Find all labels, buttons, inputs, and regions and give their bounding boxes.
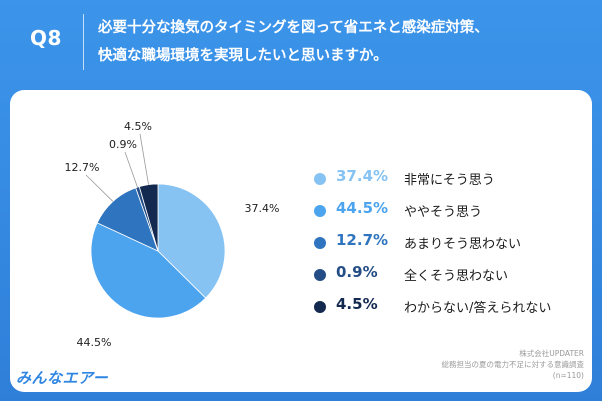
leader-line	[124, 151, 138, 188]
legend-dot-icon	[314, 173, 326, 185]
legend: 37.4% 非常にそう思う 44.5% ややそう思う 12.7% あまりそう思わ…	[314, 166, 594, 326]
legend-label: ややそう思う	[404, 205, 483, 220]
source-note: 株式会社UPDATER 総務担当の夏の電力不足に対する意識調査 (n=110)	[442, 348, 585, 381]
source-company: 株式会社UPDATER	[519, 349, 584, 358]
legend-item: 4.5% わからない/答えられない	[314, 294, 594, 326]
legend-dot-icon	[314, 301, 326, 313]
data-label: 37.4%	[245, 202, 280, 215]
legend-dot-icon	[314, 269, 326, 281]
legend-item: 37.4% 非常にそう思う	[314, 166, 594, 198]
legend-percent: 0.9%	[336, 263, 378, 281]
legend-label: 全くそう思わない	[404, 269, 509, 284]
legend-item: 12.7% あまりそう思わない	[314, 230, 594, 262]
header-divider	[83, 14, 84, 70]
question-title: 必要十分な換気のタイミングを図って省エネと感染症対策、 快適な職場環境を実現した…	[98, 14, 593, 70]
legend-percent: 4.5%	[336, 295, 378, 313]
legend-dot-icon	[314, 237, 326, 249]
pie-slice	[157, 183, 226, 299]
leader-line	[85, 174, 114, 202]
leader-line	[139, 133, 149, 185]
legend-item: 0.9% 全くそう思わない	[314, 262, 594, 294]
question-number: Q8	[30, 26, 62, 50]
legend-item: 44.5% ややそう思う	[314, 198, 594, 230]
legend-percent: 12.7%	[336, 231, 389, 249]
data-label: 44.5%	[77, 336, 112, 349]
legend-label: 非常にそう思う	[404, 173, 495, 188]
legend-percent: 44.5%	[336, 199, 389, 217]
data-label: 4.5%	[124, 120, 152, 133]
data-label: 0.9%	[109, 138, 137, 151]
legend-dot-icon	[314, 205, 326, 217]
question-title-line2: 快適な職場環境を実現したいと思いますか。	[98, 48, 388, 64]
source-survey: 総務担当の夏の電力不足に対する意識調査	[441, 360, 585, 369]
source-sample-size: (n=110)	[552, 371, 584, 380]
data-label: 12.7%	[65, 161, 100, 174]
header: Q8 必要十分な換気のタイミングを図って省エネと感染症対策、 快適な職場環境を実…	[0, 0, 602, 88]
pie-slice	[90, 222, 207, 319]
question-title-line1: 必要十分な換気のタイミングを図って省エネと感染症対策、	[98, 20, 489, 36]
brand-logo: みんなエアー	[16, 369, 109, 387]
legend-label: わからない/答えられない	[404, 301, 552, 316]
legend-percent: 37.4%	[336, 167, 389, 185]
legend-label: あまりそう思わない	[404, 237, 522, 252]
